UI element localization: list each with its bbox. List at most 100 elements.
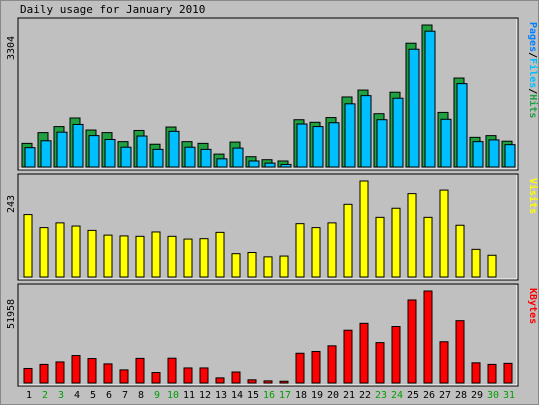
bar-files-day-2 [40,140,52,168]
day-label: 10 [167,390,179,401]
legend-separator: / [527,52,538,58]
bar-visits-day-8 [135,235,145,278]
bar-files-day-5 [88,135,100,168]
legend-separator: / [527,88,538,94]
bar-files-day-16 [264,162,276,168]
bar-files-day-9 [152,148,164,168]
bar-files-day-26 [424,30,436,168]
bar-files-day-14 [232,147,244,168]
day-label: 3 [58,390,64,401]
bar-kbytes-day-1 [23,367,33,384]
bar-visits-day-15 [247,252,257,278]
bar-files-day-12 [200,148,212,168]
panel-legend: Pages/Files/Hits [527,22,539,118]
bar-kbytes-day-23 [375,342,385,384]
chart-title: Daily usage for January 2010 [20,3,205,16]
bar-visits-day-10 [167,235,177,278]
bar-visits-day-7 [119,235,129,278]
bar-kbytes-day-15 [247,379,257,384]
bar-visits-day-26 [423,216,433,278]
bar-kbytes-day-12 [199,367,209,384]
day-label: 6 [106,390,112,401]
bar-kbytes-day-11 [183,367,193,384]
day-label: 22 [359,390,371,401]
bar-visits-day-11 [183,238,193,278]
bar-kbytes-day-19 [311,350,321,384]
bar-files-day-6 [104,138,116,168]
bar-files-day-15 [248,160,260,168]
panel-max-label: 3304 [6,36,17,60]
day-label: 26 [423,390,435,401]
bar-visits-day-19 [311,227,321,278]
legend-entry: Pages [527,22,538,52]
panel-legend: KBytes [527,288,538,324]
bar-files-day-10 [168,130,180,168]
day-label: 11 [183,390,195,401]
panel-max-label: 51958 [6,299,17,329]
bar-files-day-23 [376,119,388,168]
bar-visits-day-23 [375,216,385,278]
bar-visits-day-24 [391,207,401,278]
bar-files-day-25 [408,48,420,168]
bar-visits-day-13 [215,231,225,278]
day-label: 31 [503,390,515,401]
bar-kbytes-day-18 [295,352,305,384]
bar-kbytes-day-10 [167,357,177,384]
bar-files-day-19 [312,126,324,168]
bar-kbytes-day-8 [135,357,145,384]
bar-visits-day-21 [343,203,353,278]
panel-frame [17,283,519,387]
bar-files-day-31 [504,144,516,168]
bar-visits-day-2 [39,227,49,278]
bar-visits-day-5 [87,229,97,278]
day-label: 27 [439,390,451,401]
day-label: 20 [327,390,339,401]
bar-kbytes-day-21 [343,329,353,384]
panel-legend: Visits [527,178,539,214]
bar-kbytes-day-9 [151,372,161,384]
bar-kbytes-day-28 [455,320,465,384]
bar-files-day-3 [56,131,68,168]
day-label: 15 [247,390,259,401]
day-label: 25 [407,390,419,401]
bar-kbytes-day-13 [215,377,225,384]
panel-hits: 3304 Pages/Files/Hits [6,17,539,171]
bar-files-day-30 [488,139,500,168]
bar-kbytes-day-22 [359,322,369,384]
chart-panels: 3304 Pages/Files/Hits 243 Visits 51958 KBytes [6,17,539,387]
bar-visits-day-6 [103,234,113,278]
day-label: 23 [375,390,387,401]
bar-visits-day-18 [295,223,305,278]
bar-kbytes-day-4 [71,355,81,384]
bar-visits-day-30 [487,254,497,278]
legend-entry: KBytes [527,288,538,324]
bar-kbytes-day-16 [263,380,273,384]
day-label: 7 [122,390,128,401]
bar-kbytes-day-25 [407,299,417,384]
bar-files-day-20 [328,122,340,168]
bar-files-day-8 [136,135,148,168]
day-label: 8 [138,390,144,401]
bar-kbytes-day-3 [55,361,65,384]
day-label: 28 [455,390,467,401]
bar-files-day-29 [472,141,484,168]
day-label: 5 [90,390,96,401]
bar-visits-day-9 [151,231,161,278]
bar-visits-day-16 [263,256,273,278]
panel-kbytes: 51958 KBytes [6,283,538,387]
day-label: 9 [154,390,160,401]
panel-max-label: 243 [6,195,17,213]
series-files [24,30,516,168]
bar-kbytes-day-2 [39,363,49,384]
bar-visits-day-22 [359,180,369,278]
bar-kbytes-day-20 [327,345,337,384]
day-label: 4 [74,390,80,401]
bar-files-day-21 [344,103,356,168]
day-label: 16 [263,390,275,401]
day-label: 19 [311,390,323,401]
bar-files-day-7 [120,146,132,168]
bar-visits-day-4 [71,225,81,278]
bar-files-day-18 [296,123,308,168]
bar-files-day-27 [440,118,452,168]
